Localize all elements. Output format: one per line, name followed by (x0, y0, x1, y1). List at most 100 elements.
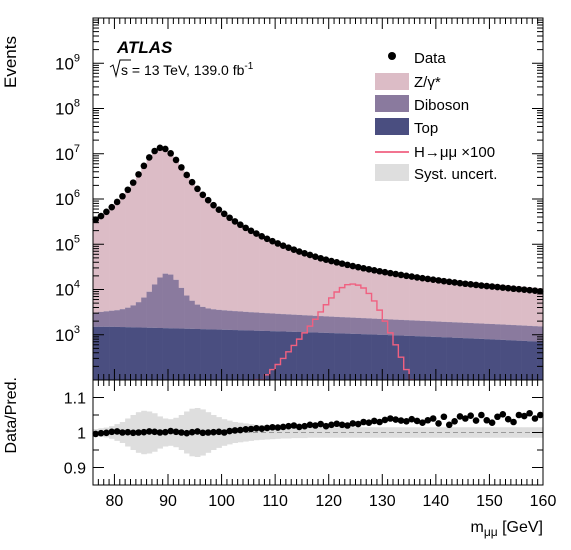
top-bin (457, 337, 463, 380)
data-point (279, 242, 287, 249)
top-bin (151, 327, 158, 380)
data-point (483, 282, 491, 290)
data-point (237, 221, 244, 229)
diboson-bin (473, 323, 480, 339)
diboson-bin (537, 326, 544, 342)
data-point (97, 212, 105, 220)
ratio-point (151, 428, 158, 436)
diboson-bin (435, 321, 442, 338)
data-point (370, 266, 378, 274)
zgamma-bin (109, 207, 115, 311)
diboson-bin (468, 323, 474, 339)
top-bin (103, 326, 110, 380)
ratio-point (301, 422, 308, 430)
zgamma-bin (419, 276, 426, 321)
top-bin (339, 333, 346, 380)
syst-band-bin (425, 427, 431, 438)
data-point (253, 230, 260, 237)
diboson-bin (232, 311, 238, 331)
top-bin (334, 333, 340, 380)
zgamma-bin (189, 182, 196, 301)
ratio-point (140, 428, 148, 436)
x-tick-label: 100 (208, 493, 235, 510)
zgamma-bin (307, 254, 313, 316)
diboson-bin (376, 318, 383, 335)
top-bin (355, 333, 362, 380)
ratio-point (258, 425, 266, 432)
diboson-bin (280, 314, 287, 332)
diboson-bin (532, 326, 538, 342)
diboson-bin (360, 318, 367, 335)
ratio-point (103, 429, 110, 437)
diboson-bin (371, 318, 378, 335)
ratio-point (113, 428, 121, 435)
sqrt-s-text: s (121, 62, 128, 78)
data-point (499, 284, 507, 291)
ratio-point (360, 418, 367, 426)
top-bin (526, 341, 533, 380)
main-histogram-stack (93, 147, 544, 380)
diboson-bin (173, 279, 180, 329)
diboson-bin (151, 284, 158, 328)
top-bin (109, 326, 115, 380)
zgamma-bin (275, 242, 281, 314)
ratio-point (504, 415, 512, 423)
data-point (365, 265, 373, 273)
top-bin (318, 332, 324, 380)
x-axis: 80 90 100 110 120 130 140 150 160 (92, 380, 556, 510)
zgamma-bin (323, 258, 330, 317)
top-bin (430, 336, 437, 380)
syst-band-bin (248, 424, 255, 441)
zgamma-bin (291, 248, 297, 315)
top-bin (441, 337, 447, 380)
ratio-y-tick-label: 1.1 (64, 391, 86, 408)
diboson-bin (259, 312, 265, 331)
top-bin (435, 337, 442, 380)
ratio-point (328, 421, 335, 429)
data-point (488, 283, 496, 290)
ratio-point (419, 419, 426, 427)
top-bin (146, 327, 153, 380)
top-bin (323, 332, 330, 380)
x-axis-label-main: m (470, 519, 483, 536)
zgamma-bin (414, 275, 421, 321)
zgamma-bin (355, 265, 362, 318)
diboson-bin (457, 322, 463, 338)
diboson-bin (414, 320, 421, 337)
top-bin (500, 339, 506, 380)
data-point (467, 281, 474, 288)
zgamma-bin (344, 263, 351, 318)
diboson-bin (109, 310, 115, 327)
syst-band-bin (489, 427, 496, 438)
top-bin (178, 328, 185, 380)
diboson-bin (307, 315, 313, 333)
data-point (456, 279, 464, 287)
diboson-bin (253, 312, 260, 331)
ratio-point (510, 418, 517, 426)
diboson-bin (350, 317, 356, 334)
zgamma-bin (146, 157, 153, 292)
diboson-bin (119, 309, 126, 328)
zgamma-bin (484, 283, 490, 324)
data-point (419, 274, 426, 282)
ratio-point (247, 425, 255, 433)
energy-lumi-label: s = 13 TeV, 139.0 fb-1 (109, 59, 254, 78)
y-tick-label: 109 (55, 52, 80, 73)
diboson-bin (323, 316, 330, 333)
zgamma-bin (296, 250, 303, 315)
zgamma-bin (521, 286, 528, 326)
zgamma-bin (328, 259, 335, 317)
data-point (317, 254, 324, 262)
x-tick-label: 140 (423, 493, 450, 510)
zgamma-bin (376, 269, 383, 319)
ratio-point (231, 427, 239, 434)
legend-syst-swatch (375, 164, 409, 181)
top-bin (189, 328, 196, 380)
top-bin (301, 332, 308, 380)
top-bin (478, 338, 485, 380)
data-point (301, 250, 308, 257)
ratio-point (183, 429, 191, 437)
zgamma-bin (403, 273, 410, 321)
top-bin (221, 329, 228, 380)
top-bin (210, 329, 217, 380)
